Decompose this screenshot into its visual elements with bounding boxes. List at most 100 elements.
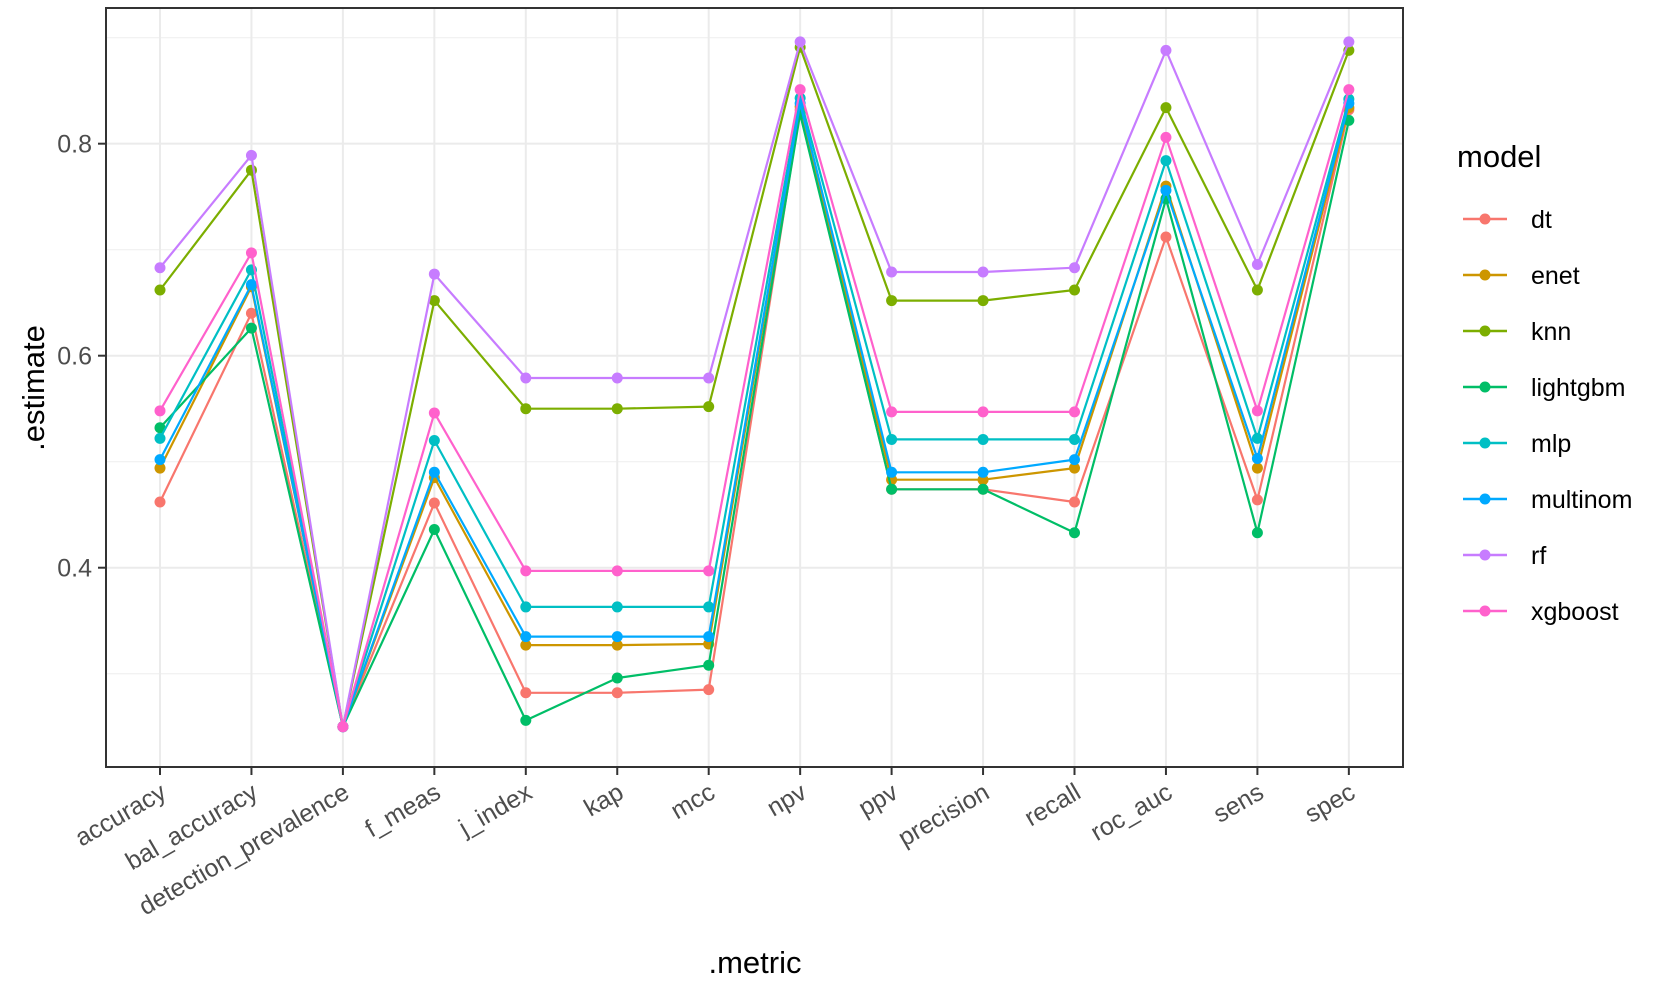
data-point [245,149,257,161]
data-point [154,454,166,466]
data-point [703,684,715,696]
legend-key-point [1479,549,1491,561]
data-point [1251,432,1263,444]
y-tick-label: 0.4 [57,555,92,583]
legend-item-multinom: multinom [1463,486,1632,514]
series-line [159,88,1350,728]
data-point [886,483,898,495]
data-point [1251,527,1263,539]
data-point [154,284,166,296]
data-point [977,406,989,418]
data-point [520,601,532,613]
legend-item-dt: dt [1463,206,1552,234]
legend-items: dt enet knn lightgbm mlp multinom rf xgboost [1463,206,1632,626]
legend-item-lightgbm: lightgbm [1463,374,1626,402]
data-point [245,247,257,259]
data-point [611,672,623,684]
legend-key-point [1479,605,1491,617]
series-line [159,112,1350,728]
series-xgboost [154,84,1355,733]
data-point [520,687,532,699]
data-point [1343,36,1355,48]
data-point [977,466,989,478]
data-point [428,295,440,307]
data-point [1069,433,1080,445]
data-point [1343,84,1355,96]
data-point [245,307,257,319]
series-line [159,40,1350,728]
data-point [611,565,623,577]
data-point [886,295,898,307]
data-point [1069,454,1080,466]
data-point [520,403,532,415]
panel-border [105,7,1404,768]
legend-key-point [1479,381,1491,393]
data-point [154,262,166,274]
legend-label: xgboost [1531,598,1619,626]
legend-key-point [1479,437,1491,449]
data-point [703,401,715,413]
data-point [428,524,440,536]
data-point [1069,262,1080,274]
data-point [428,407,440,419]
data-point [611,403,623,415]
series-multinom [154,97,1355,733]
data-point [154,422,166,434]
y-tick-label: 0.8 [57,131,92,159]
data-point [703,601,715,613]
legend-item-enet: enet [1463,262,1580,290]
legend-item-rf: rf [1463,542,1546,570]
data-point [1069,496,1080,508]
legend-key-point [1479,493,1491,505]
legend-item-xgboost: xgboost [1463,598,1619,626]
legend-item-mlp: mlp [1463,430,1571,458]
data-point [1160,131,1172,143]
data-point [337,721,349,733]
data-point [1160,44,1172,56]
y-axis: 0.4 0.6 0.8 [57,131,106,583]
data-point [886,433,898,445]
data-point [1251,284,1263,296]
data-point [245,279,257,291]
series-line [159,96,1350,728]
y-tick-label: 0.6 [57,343,92,371]
data-point [1160,102,1172,114]
legend: model dt enet knn lightgbm mlp multinom rf xgbo… [1457,139,1632,626]
data-point [1160,184,1172,196]
data-point [977,266,989,278]
data-point [977,433,989,445]
data-point [611,639,623,651]
data-point [520,565,532,577]
data-point [703,565,715,577]
data-point [1160,231,1172,243]
legend-title: model [1457,139,1541,174]
data-point [794,84,806,96]
data-point [1069,284,1080,296]
data-point [1251,494,1263,506]
data-point [703,659,715,671]
data-point [1160,155,1172,167]
legend-key-point [1479,269,1491,281]
data-point [154,496,166,508]
legend-key-point [1479,213,1491,225]
data-point [1251,462,1263,474]
legend-item-knn: knn [1463,318,1571,346]
legend-label: rf [1531,542,1546,570]
legend-label: knn [1531,318,1571,346]
data-point [886,266,898,278]
series-line [159,108,1350,728]
data-point [611,372,623,384]
data-point [154,405,166,417]
data-point [520,372,532,384]
data-point [428,466,440,478]
data-point [977,295,989,307]
legend-label: multinom [1531,486,1632,514]
legend-label: enet [1531,262,1580,290]
data-point [977,483,989,495]
data-point [428,497,440,509]
data-point [520,631,532,643]
x-axis-title: .metric [709,945,802,980]
y-axis-title: .estimate [16,325,51,451]
data-point [428,435,440,447]
